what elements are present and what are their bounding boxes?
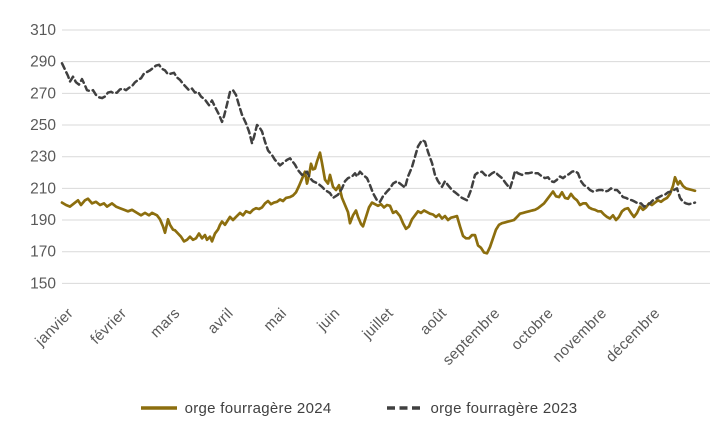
x-axis-label: janvier [31, 305, 76, 350]
y-axis-label: 230 [30, 149, 56, 166]
legend-label-2023: orge fourragère 2023 [430, 399, 578, 417]
x-axis-label: novembre [549, 305, 610, 366]
y-axis-label: 210 [30, 180, 56, 197]
series-line-2023 [60, 62, 697, 208]
x-axis-label: août [417, 304, 451, 338]
y-axis-label: 170 [30, 244, 56, 261]
legend-item-2023: orge fourragère 2023 [386, 400, 578, 417]
x-axis-label: février [87, 305, 130, 348]
x-axis-label: juillet [358, 304, 397, 343]
y-axis-label: 290 [30, 54, 56, 71]
x-axis-label: septembre [439, 305, 503, 369]
y-axis-label: 150 [30, 275, 56, 292]
x-axis-label: décembre [603, 305, 664, 366]
y-axis-label: 250 [30, 117, 56, 134]
x-axis-label: mai [260, 305, 290, 335]
y-axis-label: 190 [30, 212, 56, 229]
x-axis-label: octobre [508, 305, 557, 354]
legend-swatch-solid-icon [140, 406, 177, 410]
legend-swatch-dashed-icon [386, 406, 423, 410]
y-axis-label: 310 [30, 22, 56, 39]
x-axis-label: mars [147, 305, 183, 341]
series-line-2024 [60, 151, 697, 255]
y-axis-label: 270 [30, 85, 56, 102]
x-axis-label: juin [313, 305, 343, 335]
x-axis-label: avril [204, 305, 237, 338]
chart-legend: orge fourragère 2024 orge fourragère 202… [0, 395, 717, 421]
legend-item-2024: orge fourragère 2024 [140, 400, 332, 417]
legend-label-2024: orge fourragère 2024 [184, 399, 332, 417]
